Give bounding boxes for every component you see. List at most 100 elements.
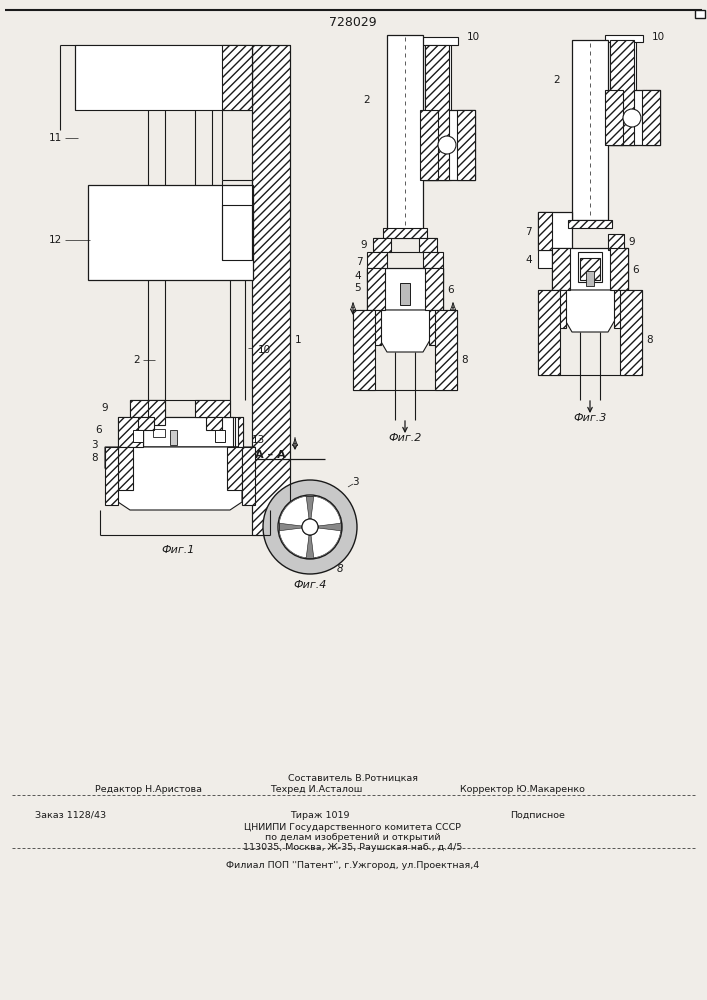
Text: A: A xyxy=(450,302,456,312)
Bar xyxy=(435,310,457,390)
Circle shape xyxy=(623,109,641,127)
Bar xyxy=(400,283,410,305)
Circle shape xyxy=(278,495,342,559)
Text: Заказ 1128/43: Заказ 1128/43 xyxy=(35,810,106,820)
Bar xyxy=(423,252,443,268)
Bar xyxy=(425,268,443,310)
Text: Фиг.2: Фиг.2 xyxy=(388,433,421,443)
Bar xyxy=(457,110,475,180)
Text: 6: 6 xyxy=(447,285,454,295)
Text: А – А: А – А xyxy=(255,450,286,460)
Text: Редактор Н.Аристова: Редактор Н.Аристова xyxy=(95,786,202,794)
Text: 2: 2 xyxy=(554,75,560,85)
Bar xyxy=(552,248,628,290)
Bar xyxy=(580,258,600,280)
Bar xyxy=(133,430,143,442)
Bar xyxy=(170,430,177,445)
Bar xyxy=(238,417,243,447)
Text: 10: 10 xyxy=(258,345,271,355)
Text: Корректор Ю.Макаренко: Корректор Ю.Макаренко xyxy=(460,786,585,794)
Bar xyxy=(578,252,602,282)
Bar xyxy=(242,447,255,505)
Circle shape xyxy=(263,480,357,574)
Text: 3: 3 xyxy=(447,327,454,337)
Bar xyxy=(568,220,612,228)
Text: 7: 7 xyxy=(356,257,363,267)
Bar xyxy=(610,248,628,290)
Polygon shape xyxy=(367,310,443,352)
Text: 9: 9 xyxy=(628,237,635,247)
Bar xyxy=(153,429,165,437)
Text: Техред И.Асталош: Техред И.Асталош xyxy=(270,786,363,794)
Text: Фиг.1: Фиг.1 xyxy=(161,545,194,555)
Polygon shape xyxy=(310,527,341,558)
Bar xyxy=(538,212,572,250)
Bar xyxy=(538,290,560,375)
Polygon shape xyxy=(305,496,315,519)
Text: 10: 10 xyxy=(652,32,665,42)
Bar xyxy=(148,400,165,425)
Bar xyxy=(227,447,242,490)
Bar xyxy=(614,290,628,328)
Bar xyxy=(605,35,643,42)
Text: Филиал ПОП ''Патент'', г.Ужгород, ул.Проектная,4: Филиал ПОП ''Патент'', г.Ужгород, ул.Про… xyxy=(226,860,479,869)
Bar xyxy=(118,417,143,447)
Bar xyxy=(143,417,233,447)
Circle shape xyxy=(302,519,318,535)
Text: ЦНИИПИ Государственного комитета СССР: ЦНИИПИ Государственного комитета СССР xyxy=(245,822,462,832)
Bar xyxy=(608,234,624,250)
Bar xyxy=(420,110,438,180)
Polygon shape xyxy=(279,522,302,532)
Bar xyxy=(642,90,660,145)
Bar xyxy=(105,447,118,505)
Bar xyxy=(572,40,608,220)
Bar xyxy=(427,268,443,282)
Bar xyxy=(538,212,552,250)
Circle shape xyxy=(302,519,318,535)
Bar xyxy=(419,238,437,252)
Bar xyxy=(195,400,230,417)
Text: 8: 8 xyxy=(646,335,653,345)
Text: 9: 9 xyxy=(101,403,108,413)
Text: 7: 7 xyxy=(525,227,532,237)
Polygon shape xyxy=(105,447,255,510)
Polygon shape xyxy=(318,522,341,532)
Bar xyxy=(610,40,634,145)
Text: 8: 8 xyxy=(91,453,98,463)
Text: A: A xyxy=(350,302,356,312)
Bar xyxy=(88,185,253,280)
Polygon shape xyxy=(279,527,310,558)
Text: Подписное: Подписное xyxy=(510,810,565,820)
Bar xyxy=(118,417,243,447)
Text: 11: 11 xyxy=(49,133,62,143)
Text: 6: 6 xyxy=(95,425,102,435)
Bar xyxy=(222,45,252,110)
Bar xyxy=(252,45,290,535)
Text: 2: 2 xyxy=(363,95,370,105)
Text: 4: 4 xyxy=(525,255,532,265)
Text: 9: 9 xyxy=(361,240,367,250)
Bar xyxy=(367,268,385,310)
Bar xyxy=(367,268,383,282)
Text: 13: 13 xyxy=(252,435,265,445)
Bar xyxy=(552,290,566,328)
Text: 2: 2 xyxy=(134,355,140,365)
Text: Тираж 1019: Тираж 1019 xyxy=(290,810,349,820)
Bar xyxy=(367,268,443,310)
Bar xyxy=(75,45,250,110)
Bar xyxy=(206,417,222,430)
Bar xyxy=(118,447,133,490)
Bar xyxy=(425,45,449,180)
Text: 4: 4 xyxy=(354,271,361,281)
Bar xyxy=(608,40,636,145)
Bar xyxy=(552,248,570,290)
Bar xyxy=(373,238,391,252)
Text: 8: 8 xyxy=(461,355,467,365)
Bar xyxy=(695,10,705,18)
Bar xyxy=(420,37,458,45)
Bar xyxy=(605,90,623,145)
Bar xyxy=(383,228,427,238)
Bar xyxy=(420,110,475,180)
Bar xyxy=(538,250,554,268)
Text: 10: 10 xyxy=(467,32,480,42)
